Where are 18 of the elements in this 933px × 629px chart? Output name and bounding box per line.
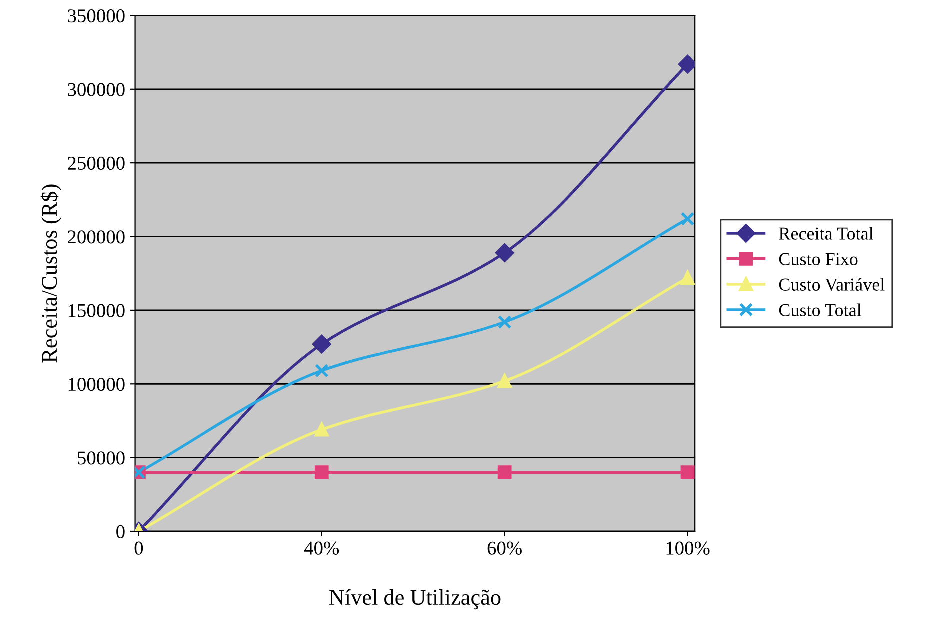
x-tick-label: 0 [134, 542, 144, 555]
legend-label: Custo Variável [779, 278, 885, 292]
legend-label: Receita Total [779, 227, 874, 240]
y-tick-label: 150000 [68, 304, 125, 318]
y-tick-label: 100000 [68, 378, 125, 392]
x-tick-label: 60% [488, 542, 522, 555]
x-tick-label: 40% [304, 542, 340, 555]
y-tick-label: 200000 [68, 230, 125, 244]
legend-label: Custo Fixo [779, 253, 858, 266]
y-tick-label: 50000 [78, 452, 125, 465]
y-tick-label: 350000 [68, 10, 125, 23]
y-tick-label: 250000 [68, 156, 125, 170]
legend-label: Custo Total [779, 304, 862, 316]
x-axis-title: Nível de Utilização [329, 589, 501, 610]
y-tick-label: 0 [116, 525, 125, 538]
y-tick-label: 300000 [68, 83, 125, 96]
x-tick-label: 100% [666, 542, 710, 555]
y-axis-title: Receita/Custos (R$) [40, 184, 62, 363]
